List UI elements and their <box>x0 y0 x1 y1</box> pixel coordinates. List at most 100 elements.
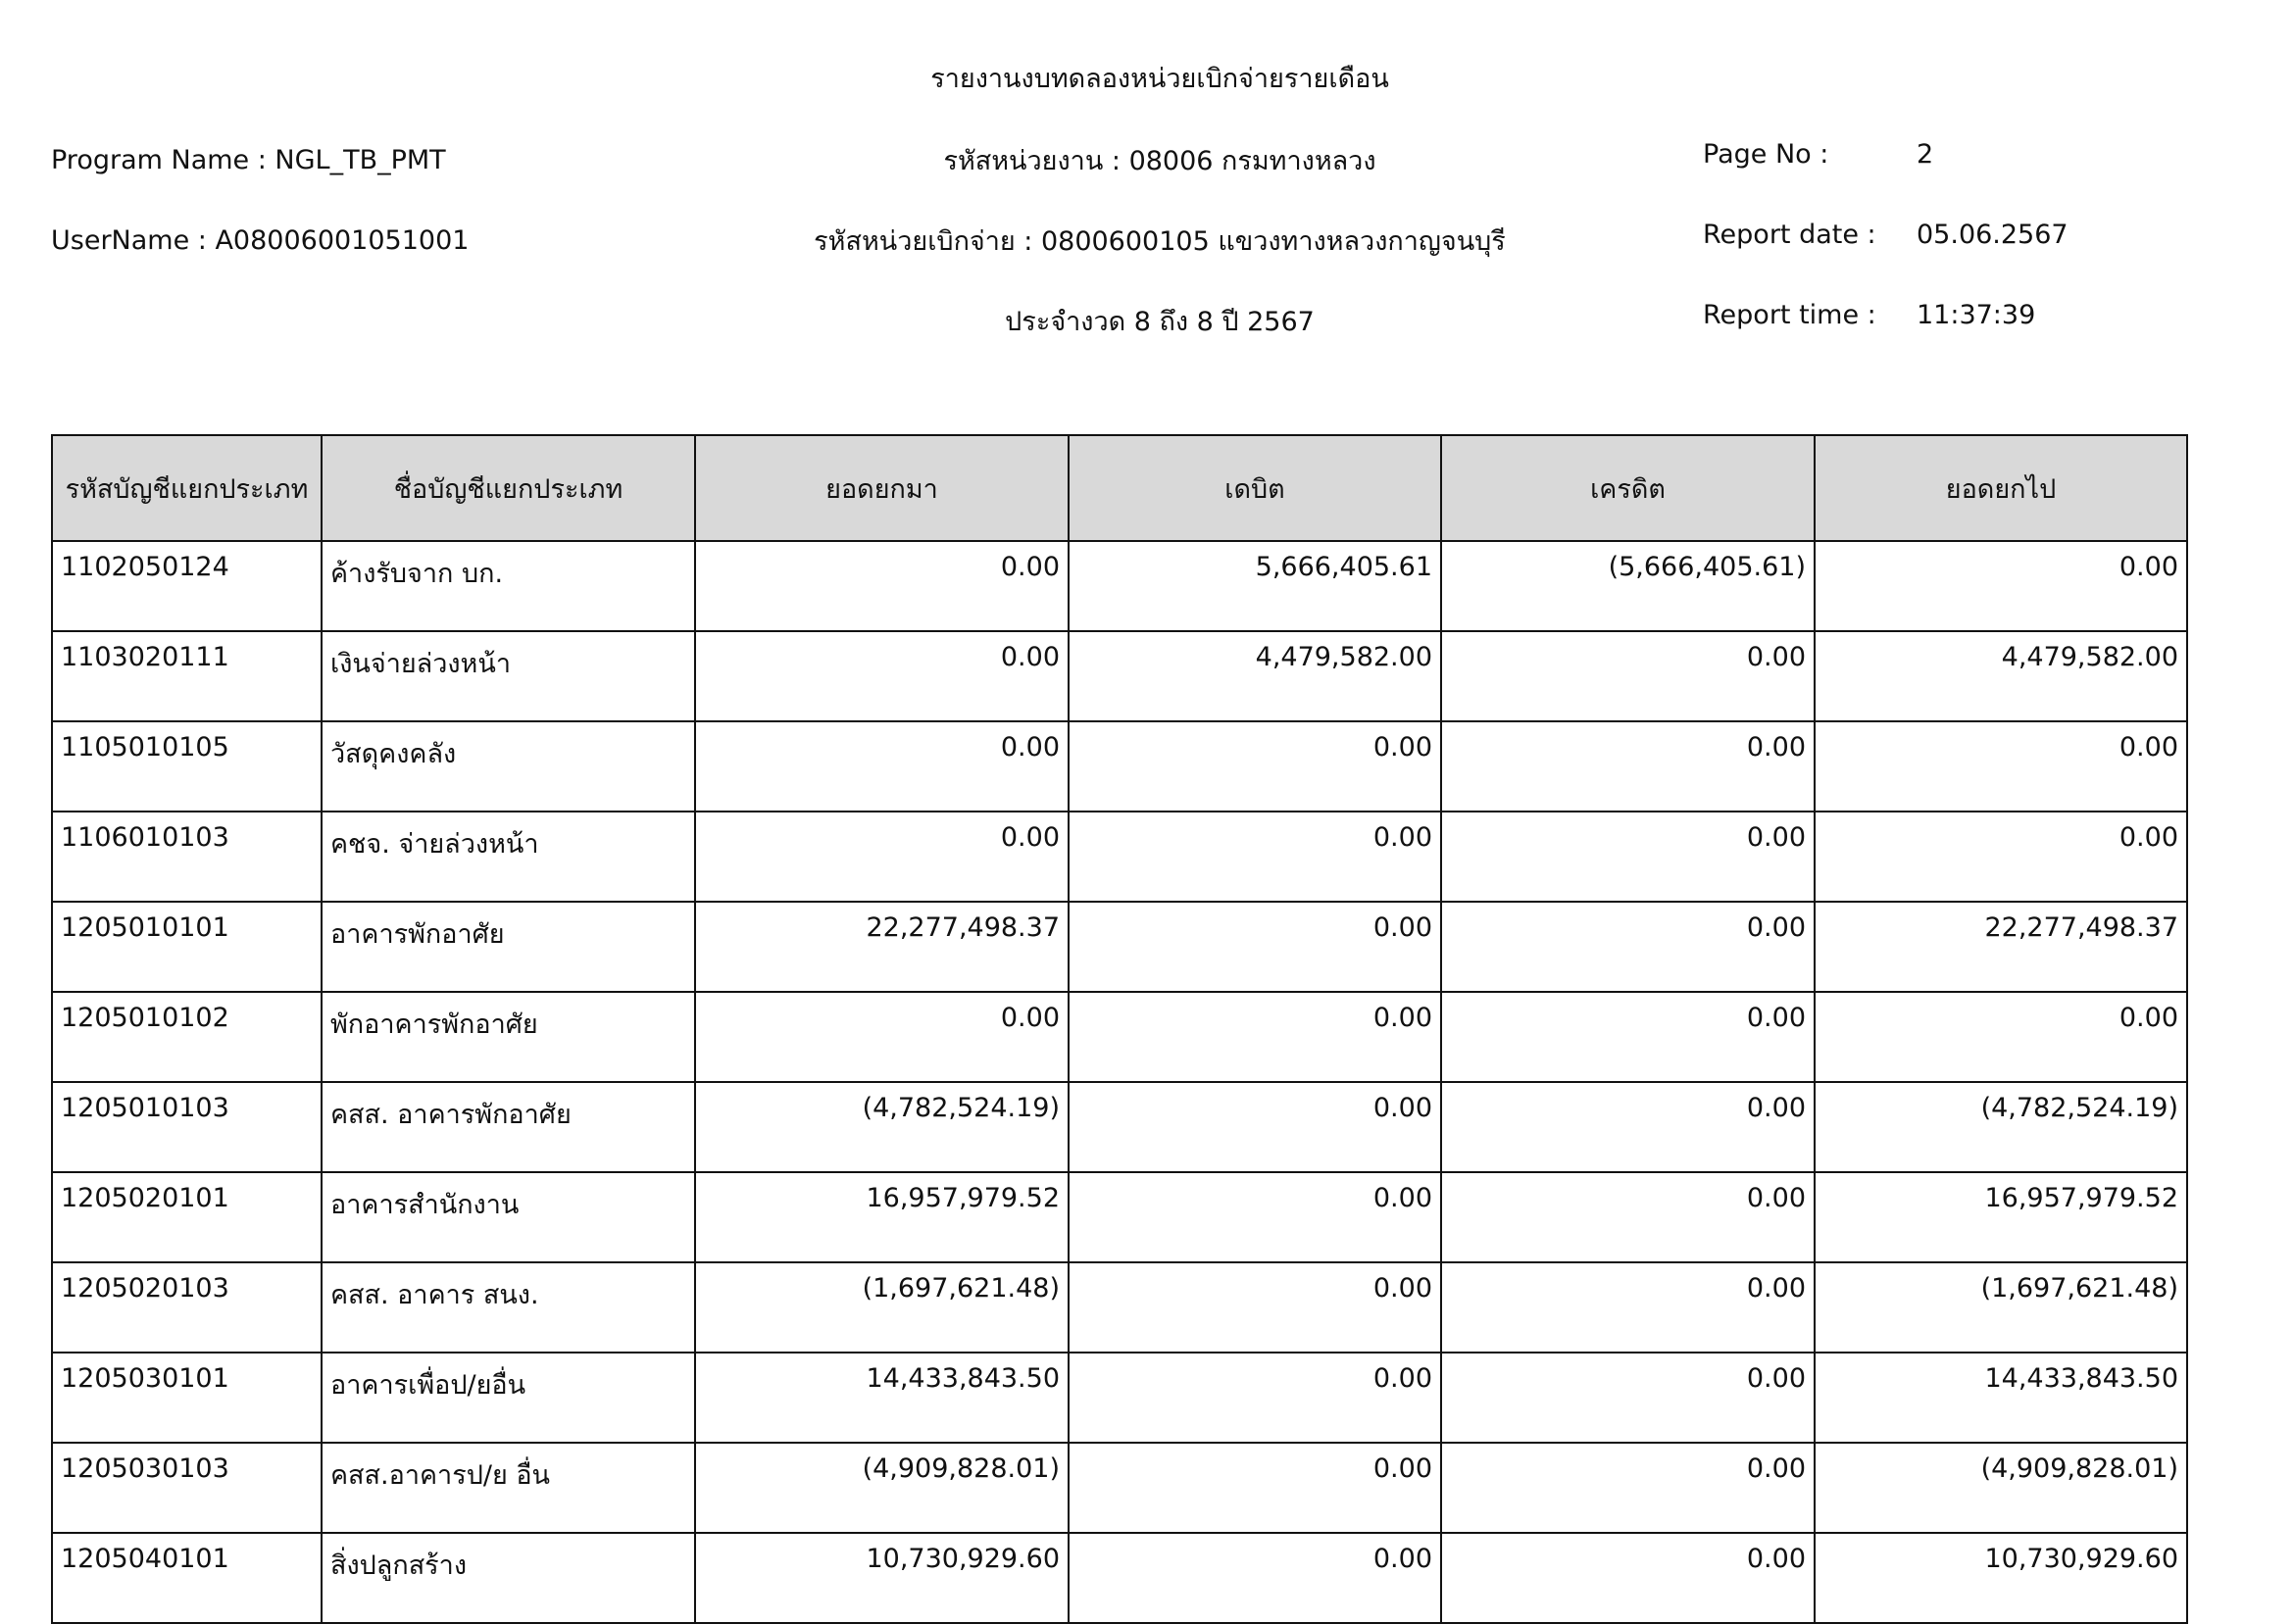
debit-cell: 4,479,582.00 <box>1068 630 1442 722</box>
balance-carried-cell: 0.00 <box>1814 991 2188 1083</box>
account-name-cell: อาคารเพื่อป/ยอื่น <box>321 1352 696 1444</box>
credit-cell: 0.00 <box>1440 1532 1816 1624</box>
balance-forward-cell: (4,782,524.19) <box>694 1081 1070 1173</box>
credit-cell: 0.00 <box>1440 720 1816 812</box>
page-no-label: Page No : <box>1703 139 1829 170</box>
balance-forward-cell: 16,957,979.52 <box>694 1171 1070 1263</box>
header-debit: เดบิต <box>1068 434 1442 542</box>
credit-cell: 0.00 <box>1440 630 1816 722</box>
account-code-cell: 1103020111 <box>51 630 323 722</box>
debit-cell: 0.00 <box>1068 1171 1442 1263</box>
table-row: 1205010102 พักอาคารพักอาศัย 0.00 0.00 0.00 0.… <box>51 991 2188 1083</box>
credit-cell: 0.00 <box>1440 1171 1816 1263</box>
balance-forward-cell: 22,277,498.37 <box>694 901 1070 993</box>
header-account-name: ชื่อบัญชีแยกประเภท <box>321 434 696 542</box>
balance-forward-cell: 0.00 <box>694 720 1070 812</box>
credit-cell: 0.00 <box>1440 1352 1816 1444</box>
account-code-cell: 1205030101 <box>51 1352 323 1444</box>
table-row: 1205020103 คสส. อาคาร สนง. (1,697,621.48) 0… <box>51 1261 2188 1353</box>
balance-forward-cell: 0.00 <box>694 540 1070 632</box>
table-row: 1205030103 คสส.อาคารป/ย อื่น (4,909,828.01… <box>51 1442 2188 1534</box>
balance-carried-cell: 0.00 <box>1814 720 2188 812</box>
account-code-cell: 1205030103 <box>51 1442 323 1534</box>
account-name-cell: พักอาคารพักอาศัย <box>321 991 696 1083</box>
table-row: 1205030101 อาคารเพื่อป/ยอื่น 14,433,843.50… <box>51 1352 2188 1444</box>
balance-carried-cell: (1,697,621.48) <box>1814 1261 2188 1353</box>
account-code-cell: 1205040101 <box>51 1532 323 1624</box>
account-code-cell: 1105010105 <box>51 720 323 812</box>
balance-carried-cell: 0.00 <box>1814 811 2188 903</box>
table-row: 1205020101 อาคารสำนักงาน 16,957,979.52 0.00… <box>51 1171 2188 1263</box>
credit-cell: 0.00 <box>1440 1081 1816 1173</box>
table-row: 1103020111 เงินจ่ายล่วงหน้า 0.00 4,479,582.… <box>51 630 2188 722</box>
debit-cell: 0.00 <box>1068 1532 1442 1624</box>
balance-forward-cell: 0.00 <box>694 811 1070 903</box>
debit-cell: 0.00 <box>1068 1261 1442 1353</box>
header-credit: เครดิต <box>1440 434 1816 542</box>
table-row: 1106010103 คชจ. จ่ายล่วงหน้า 0.00 0.00 0.00 0… <box>51 811 2188 903</box>
balance-forward-cell: 0.00 <box>694 991 1070 1083</box>
account-name-cell: วัสดุคงคลัง <box>321 720 696 812</box>
debit-cell: 0.00 <box>1068 811 1442 903</box>
debit-cell: 0.00 <box>1068 1442 1442 1534</box>
balance-forward-cell: 14,433,843.50 <box>694 1352 1070 1444</box>
page-no: 2 <box>1917 139 1934 170</box>
credit-cell: 0.00 <box>1440 901 1816 993</box>
balance-carried-cell: 4,479,582.00 <box>1814 630 2188 722</box>
credit-cell: 0.00 <box>1440 811 1816 903</box>
report-date: 05.06.2567 <box>1917 220 2069 250</box>
report-time: 11:37:39 <box>1917 300 2036 330</box>
report-time-label: Report time : <box>1703 300 1876 330</box>
account-name-cell: สิ่งปลูกสร้าง <box>321 1532 696 1624</box>
account-code-cell: 1205020103 <box>51 1261 323 1353</box>
account-name-cell: คชจ. จ่ายล่วงหน้า <box>321 811 696 903</box>
account-code-cell: 1205010101 <box>51 901 323 993</box>
balance-carried-cell: 0.00 <box>1814 540 2188 632</box>
table-row: 1205010101 อาคารพักอาศัย 22,277,498.37 0.00… <box>51 901 2188 993</box>
table-row: 1102050124 ค้างรับจาก บก. 0.00 5,666,405.61… <box>51 540 2188 632</box>
agency: รหัสหน่วยงาน : 08006 กรมทางหลวง <box>943 146 1376 176</box>
balance-forward-cell: (4,909,828.01) <box>694 1442 1070 1534</box>
balance-forward-cell: (1,697,621.48) <box>694 1261 1070 1353</box>
debit-cell: 0.00 <box>1068 991 1442 1083</box>
account-name-cell: เงินจ่ายล่วงหน้า <box>321 630 696 722</box>
account-name-cell: คสส. อาคารพักอาศัย <box>321 1081 696 1173</box>
report-date-label: Report date : <box>1703 220 1876 250</box>
balance-carried-cell: 16,957,979.52 <box>1814 1171 2188 1263</box>
credit-cell: 0.00 <box>1440 991 1816 1083</box>
debit-cell: 0.00 <box>1068 1352 1442 1444</box>
account-name-cell: คสส.อาคารป/ย อื่น <box>321 1442 696 1534</box>
balance-forward-cell: 0.00 <box>694 630 1070 722</box>
balance-forward-cell: 10,730,929.60 <box>694 1532 1070 1624</box>
table-row: 1205010103 คสส. อาคารพักอาศัย (4,782,524.1… <box>51 1081 2188 1173</box>
program-name: Program Name : NGL_TB_PMT <box>51 145 446 175</box>
account-code-cell: 1205020101 <box>51 1171 323 1263</box>
balance-carried-cell: 22,277,498.37 <box>1814 901 2188 993</box>
user-name: UserName : A08006001051001 <box>51 225 470 256</box>
table-header-row: รหัสบัญชีแยกประเภท ชื่อบัญชีแยกประเภท ยอดย… <box>51 434 2188 542</box>
account-name-cell: ค้างรับจาก บก. <box>321 540 696 632</box>
balance-carried-cell: (4,782,524.19) <box>1814 1081 2188 1173</box>
debit-cell: 0.00 <box>1068 901 1442 993</box>
credit-cell: (5,666,405.61) <box>1440 540 1816 632</box>
account-name-cell: อาคารสำนักงาน <box>321 1171 696 1263</box>
report-title: รายงานงบทดลองหน่วยเบิกจ่ายรายเดือน <box>930 64 1389 94</box>
debit-cell: 5,666,405.61 <box>1068 540 1442 632</box>
report-period: ประจำงวด 8 ถึง 8 ปี 2567 <box>1005 307 1315 337</box>
table-row: 1205040101 สิ่งปลูกสร้าง 10,730,929.60 0.00… <box>51 1532 2188 1624</box>
account-name-cell: อาคารพักอาศัย <box>321 901 696 993</box>
credit-cell: 0.00 <box>1440 1442 1816 1534</box>
disbursing-unit: รหัสหน่วยเบิกจ่าย : 0800600105 แขวงทางหล… <box>814 226 1506 257</box>
header-balance-forward: ยอดยกมา <box>694 434 1070 542</box>
header-account-code: รหัสบัญชีแยกประเภท <box>51 434 323 542</box>
balance-carried-cell: 10,730,929.60 <box>1814 1532 2188 1624</box>
balance-carried-cell: 14,433,843.50 <box>1814 1352 2188 1444</box>
account-code-cell: 1205010103 <box>51 1081 323 1173</box>
header-balance-carried: ยอดยกไป <box>1814 434 2188 542</box>
account-code-cell: 1205010102 <box>51 991 323 1083</box>
debit-cell: 0.00 <box>1068 1081 1442 1173</box>
trial-balance-table: รหัสบัญชีแยกประเภท ชื่อบัญชีแยกประเภท ยอดย… <box>51 434 2188 1624</box>
account-name-cell: คสส. อาคาร สนง. <box>321 1261 696 1353</box>
credit-cell: 0.00 <box>1440 1261 1816 1353</box>
table-row: 1105010105 วัสดุคงคลัง 0.00 0.00 0.00 0.00 <box>51 720 2188 812</box>
